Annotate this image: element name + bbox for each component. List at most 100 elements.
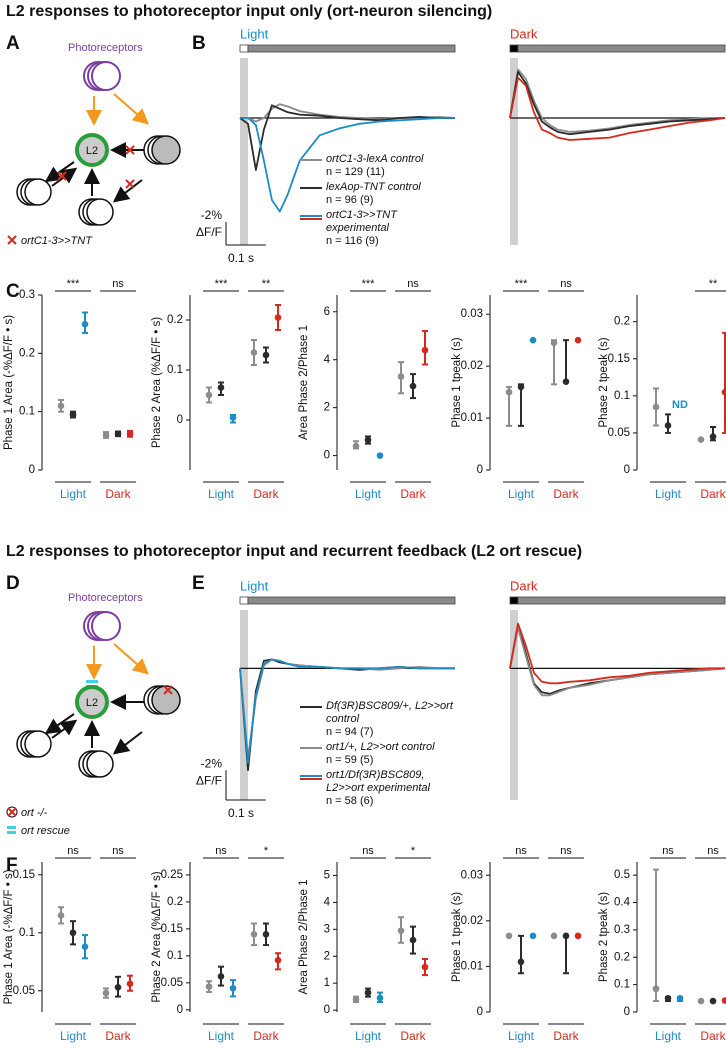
data-point [217, 384, 225, 391]
swatch-line [300, 706, 322, 708]
swatch-line [300, 775, 322, 777]
diagram-legend: ortC1-3>>TNT [21, 235, 93, 247]
background-bar [517, 596, 726, 605]
swatch-line [300, 778, 322, 780]
data-point [114, 430, 122, 438]
legend-text: lexAop-TNT control n = 96 (9) [326, 181, 421, 207]
diagram-legend: ort rescue [21, 825, 70, 837]
y-tick-label: 0.05 [161, 977, 183, 989]
data-point [81, 943, 89, 950]
diagram-label: L2 [86, 697, 98, 709]
data-point [664, 995, 672, 1002]
data-point [421, 963, 429, 971]
x-tick-label: Light [208, 1029, 235, 1043]
x-tick-label: Dark [400, 487, 426, 501]
x-tick-label: Dark [253, 1029, 279, 1043]
significance-label: *** [67, 278, 81, 290]
y-tick-label: 0.03 [461, 869, 483, 881]
y-tick-label: 0.1 [167, 950, 183, 962]
y-tick-label: 0.01 [461, 960, 483, 972]
y-tick-label: 0.2 [167, 896, 183, 908]
significance-label: ns [560, 845, 572, 857]
legend-name: ort1/+, L2>>ort control [326, 741, 435, 753]
data-point [409, 936, 417, 944]
x-tick-label: Dark [253, 487, 279, 501]
significance-label: ns [362, 845, 374, 857]
trace-title: Dark [510, 26, 538, 41]
y-tick-label: 0.05 [13, 985, 35, 997]
stimulus-window [510, 58, 518, 245]
legend-entry: lexAop-TNT control n = 96 (9) [300, 181, 460, 207]
data-point [421, 346, 429, 354]
data-point [697, 997, 705, 1005]
data-point [262, 351, 270, 359]
legend-entry: ort1/Df(3R)BSC809, L2>>ort experimental n… [300, 769, 460, 808]
significance-label: * [264, 845, 269, 857]
y-tick-label: 0 [177, 414, 183, 426]
x-tick-label: Light [355, 1029, 382, 1043]
scale-label: 0.1 s [228, 251, 254, 265]
stimulus-bar [239, 44, 249, 53]
x-tick-label: Light [508, 1029, 535, 1043]
data-point [574, 336, 582, 344]
significance-label: ns [215, 845, 227, 857]
y-tick-label: 0.15 [161, 923, 183, 935]
legend-entry: ort1/+, L2>>ort control n = 59 (5) [300, 741, 460, 767]
y-tick-label: 0.1 [614, 390, 630, 402]
background-bar [247, 44, 456, 53]
swatch-line [300, 159, 322, 161]
y-tick-label: 0.1 [19, 406, 35, 418]
legend-n: n = 96 (9) [326, 194, 374, 206]
y-tick-label: 3 [324, 923, 330, 935]
data-point [262, 931, 270, 938]
data-point [69, 929, 77, 937]
annotation: ND [672, 399, 688, 411]
y-tick-label: 0.02 [461, 360, 483, 372]
y-tick-label: 0.03 [461, 308, 483, 320]
data-point [721, 388, 726, 396]
scale-label: ΔF/F [196, 773, 222, 787]
y-axis-label: Area Phase 2/Phase 1 [298, 325, 310, 440]
stimulus-bar [509, 44, 519, 53]
y-tick-label: 0.15 [13, 869, 35, 881]
data-point [721, 997, 726, 1004]
legend-name: ort1/Df(3R)BSC809, L2>>ort experimental [326, 769, 430, 794]
data-point [562, 932, 570, 940]
legend-swatch [300, 187, 322, 190]
data-point [550, 932, 558, 940]
data-point [126, 430, 134, 438]
legend-text: ort1/Df(3R)BSC809, L2>>ort experimental n… [326, 769, 460, 808]
trace [509, 68, 725, 133]
y-tick-label: 0.5 [614, 869, 630, 881]
data-point [126, 980, 134, 988]
background-bar [517, 44, 726, 53]
legend-n: n = 59 (5) [326, 754, 374, 766]
data-point [397, 373, 405, 380]
panel-letter: E [192, 573, 205, 594]
data-point [205, 391, 213, 399]
trace [509, 627, 726, 697]
y-tick-label: 0.05 [608, 427, 630, 439]
diagram-legend: ort -/- [21, 807, 48, 819]
x-tick-label: Light [60, 487, 87, 501]
significance-label: ns [112, 845, 124, 857]
legend-name: lexAop-TNT control [326, 181, 421, 193]
data-point [217, 973, 225, 980]
y-tick-label: 4 [324, 354, 331, 366]
x-tick-label: Light [60, 1029, 87, 1043]
data-point [562, 378, 570, 386]
trace [509, 76, 726, 141]
data-point [250, 931, 258, 938]
data-point [69, 411, 77, 418]
trace-title: Light [240, 578, 269, 593]
section-title: L2 responses to photoreceptor input only… [6, 3, 492, 20]
data-point [274, 314, 282, 321]
data-point [697, 436, 705, 443]
y-tick-label: 0.1 [19, 927, 35, 939]
legend-swatch [300, 159, 322, 162]
data-point [364, 436, 372, 444]
x-tick-label: Dark [105, 1029, 131, 1043]
y-tick-label: 4 [324, 896, 331, 908]
stimulus-window [510, 610, 518, 800]
